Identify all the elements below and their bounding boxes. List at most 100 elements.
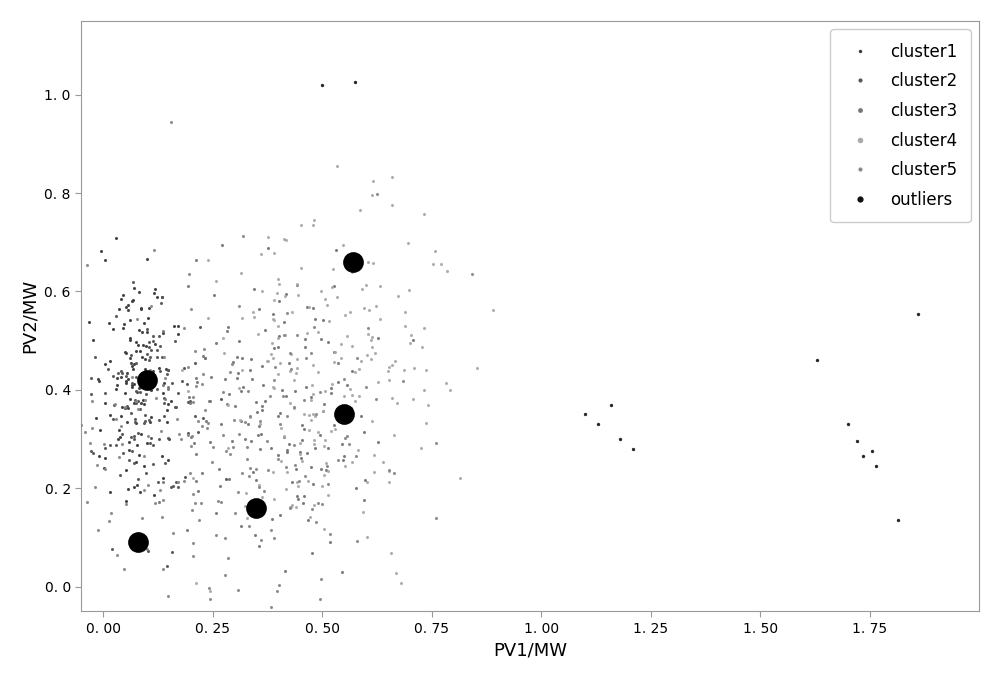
- Point: [117, 403, 133, 413]
- Point: [294, 419, 310, 430]
- Point: [354, 284, 370, 294]
- Point: [253, 249, 269, 260]
- Point: [159, 416, 175, 427]
- Point: [91, 376, 107, 387]
- Point: [405, 335, 421, 345]
- Point: [233, 267, 249, 278]
- Point: [864, 446, 880, 457]
- Point: [116, 563, 132, 574]
- Point: [625, 443, 641, 454]
- Point: [96, 439, 112, 449]
- Point: [284, 307, 300, 318]
- Point: [326, 419, 342, 430]
- Point: [138, 389, 154, 400]
- Point: [155, 325, 171, 336]
- Point: [326, 347, 342, 358]
- Point: [140, 313, 156, 324]
- Point: [131, 324, 147, 335]
- Point: [294, 434, 310, 445]
- Point: [128, 345, 144, 356]
- Point: [184, 431, 200, 442]
- Point: [310, 427, 326, 438]
- Point: [375, 456, 391, 467]
- Point: [201, 583, 217, 594]
- Point: [336, 390, 352, 401]
- Point: [251, 421, 267, 432]
- Point: [252, 444, 268, 455]
- Point: [130, 537, 146, 548]
- Point: [344, 267, 360, 277]
- Point: [151, 415, 167, 426]
- Point: [272, 509, 288, 520]
- Y-axis label: PV2/MW: PV2/MW: [21, 279, 39, 353]
- Point: [118, 371, 134, 381]
- Point: [124, 361, 140, 372]
- Point: [263, 602, 279, 613]
- Point: [313, 464, 329, 475]
- Point: [121, 444, 137, 455]
- Point: [266, 247, 282, 258]
- Point: [108, 439, 124, 450]
- Point: [163, 117, 179, 128]
- Point: [188, 372, 204, 383]
- Point: [113, 371, 129, 382]
- Point: [132, 486, 148, 497]
- Point: [110, 434, 126, 445]
- Point: [255, 507, 271, 517]
- Point: [809, 355, 825, 366]
- Point: [348, 483, 364, 494]
- Point: [149, 292, 165, 303]
- Point: [393, 577, 409, 588]
- Point: [344, 341, 360, 352]
- Point: [154, 352, 170, 362]
- Point: [347, 396, 363, 407]
- Point: [79, 496, 95, 507]
- Point: [184, 505, 200, 515]
- Point: [133, 303, 149, 314]
- Point: [344, 621, 360, 632]
- Point: [266, 375, 282, 386]
- Point: [180, 386, 196, 396]
- Point: [123, 431, 139, 442]
- Point: [215, 387, 231, 398]
- Point: [283, 364, 299, 375]
- Point: [296, 408, 312, 419]
- Point: [115, 447, 131, 458]
- Point: [122, 352, 138, 363]
- Point: [323, 388, 339, 398]
- Point: [182, 398, 198, 409]
- Point: [293, 262, 309, 273]
- Point: [147, 339, 163, 350]
- Point: [312, 594, 328, 605]
- Point: [121, 437, 137, 447]
- Point: [124, 381, 140, 392]
- Point: [270, 454, 286, 465]
- Point: [153, 426, 169, 437]
- Point: [351, 363, 367, 374]
- Point: [102, 355, 118, 366]
- Point: [160, 433, 176, 444]
- Point: [146, 288, 162, 299]
- Point: [187, 345, 203, 356]
- Point: [240, 385, 256, 396]
- Point: [107, 398, 123, 409]
- Point: [229, 373, 245, 384]
- Point: [267, 361, 283, 372]
- Point: [238, 488, 254, 498]
- Point: [316, 398, 332, 409]
- Point: [241, 521, 257, 532]
- Point: [255, 379, 271, 390]
- Point: [284, 477, 300, 488]
- Point: [130, 632, 146, 643]
- Point: [116, 319, 132, 330]
- Point: [303, 392, 319, 403]
- Point: [265, 381, 281, 392]
- Point: [193, 656, 209, 667]
- Point: [77, 426, 93, 437]
- Point: [133, 303, 149, 313]
- Point: [197, 353, 213, 364]
- Point: [170, 329, 186, 340]
- Point: [279, 308, 295, 319]
- Point: [220, 552, 236, 563]
- Point: [118, 375, 134, 386]
